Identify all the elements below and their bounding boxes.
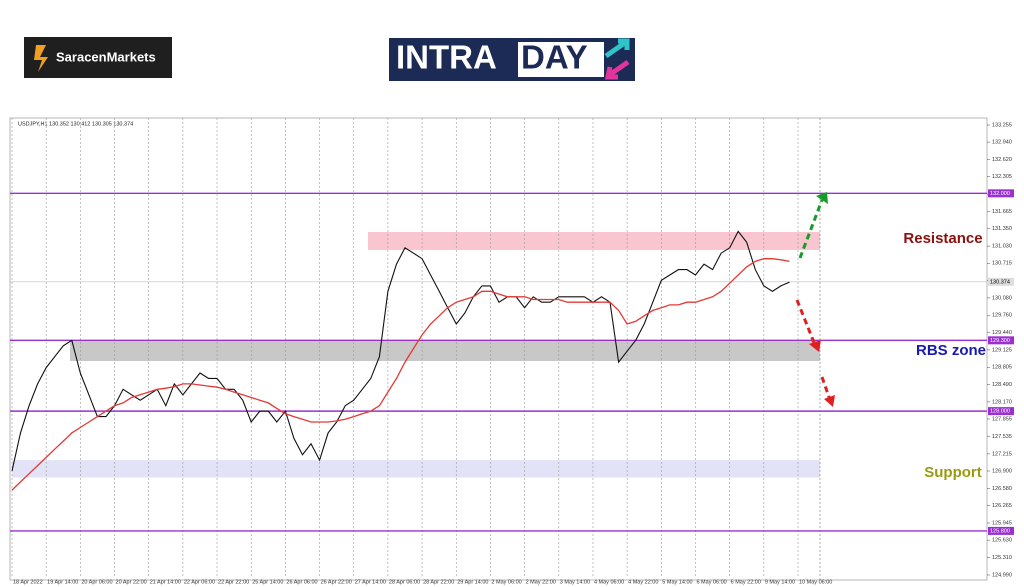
y-tick-label: 129.125 [992, 347, 1012, 353]
y-tick-label: 132.940 [992, 140, 1012, 146]
level-box [988, 189, 1014, 198]
y-tick-label: 127.855 [992, 416, 1012, 422]
y-tick-label: 125.310 [992, 555, 1012, 561]
chart: Resistance RBS zone Support 18 Apr 2022 19 A… [10, 118, 1014, 585]
level-box [988, 526, 1014, 535]
x-tick-label: 29 Apr 14:00 [457, 579, 488, 585]
price-label: 130.374 [990, 279, 1010, 285]
y-tick-label: 126.580 [992, 486, 1012, 492]
logo-box [518, 42, 604, 77]
y-tick-label: 132.620 [992, 157, 1012, 163]
brand-icon [34, 45, 48, 72]
level-label: 125.800 [990, 528, 1010, 534]
brand-name: SaracenMarkets [56, 49, 156, 64]
y-tick-label: 130.715 [992, 261, 1012, 267]
logo-arrow-up [604, 38, 630, 59]
x-tick-label: 2 May 22:00 [526, 579, 556, 585]
y-tick-label: 127.215 [992, 451, 1012, 457]
y-tick-label: 129.440 [992, 330, 1012, 336]
x-tick-label: 4 May 22:00 [628, 579, 658, 585]
zone [70, 340, 820, 362]
x-tick-label: 18 Apr 2022 [13, 579, 43, 585]
y-tick-label: 129.760 [992, 313, 1012, 319]
x-tick-label: 9 May 14:00 [765, 579, 795, 585]
zone-label: Resistance [903, 230, 982, 247]
arrow-down [820, 376, 832, 401]
level-label: 128.000 [990, 409, 1010, 415]
y-tick-label: 128.490 [992, 382, 1012, 388]
level-box [988, 336, 1014, 345]
plot-frame [9, 117, 988, 581]
y-tick-label: 124.990 [992, 572, 1012, 578]
x-tick-label: 3 May 14:00 [560, 579, 590, 585]
x-tick-label: 2 May 06:00 [491, 579, 521, 585]
zone-label: RBS zone [916, 342, 986, 359]
y-tick-label: 128.805 [992, 365, 1012, 371]
x-tick-label: 21 Apr 14:00 [150, 579, 181, 585]
y-tick-label: 133.255 [992, 122, 1012, 128]
arrow-head [809, 340, 821, 352]
zone [12, 460, 820, 478]
y-tick-label: 128.170 [992, 399, 1012, 405]
y-tick-label: 131.030 [992, 244, 1012, 250]
logo-right: DAY [521, 39, 588, 76]
x-tick-label: 6 May 06:00 [696, 579, 726, 585]
arrow-down [795, 299, 817, 346]
x-tick-label: 19 Apr 14:00 [47, 579, 78, 585]
y-tick-label: 130.080 [992, 295, 1012, 301]
arrow-up [798, 199, 824, 259]
x-tick-label: 10 May 06:00 [799, 579, 832, 585]
y-tick-label: 127.535 [992, 434, 1012, 440]
y-tick-label: 126.265 [992, 503, 1012, 509]
arrow-head [816, 192, 828, 204]
x-tick-label: 28 Apr 06:00 [389, 579, 420, 585]
level-label: 129.300 [990, 338, 1010, 344]
zone-label: Support [924, 464, 982, 481]
level-label: 132.000 [990, 191, 1010, 197]
x-tick-label: 20 Apr 06:00 [81, 579, 112, 585]
logo-left: INTRA [396, 39, 497, 76]
level-box [988, 407, 1014, 416]
series-line [11, 230, 790, 472]
x-tick-label: 20 Apr 22:00 [116, 579, 147, 585]
y-tick-label: 131.665 [992, 209, 1012, 215]
brand-logo [24, 37, 172, 78]
chart-header: USDJPY,H1 130.352 130.412 130.305 130.37… [18, 121, 133, 127]
x-tick-label: 27 Apr 14:00 [355, 579, 386, 585]
x-tick-label: 5 May 14:00 [662, 579, 692, 585]
price-box [988, 277, 1014, 286]
series-line [11, 258, 790, 491]
x-tick-label: 4 May 06:00 [594, 579, 624, 585]
y-tick-label: 131.350 [992, 226, 1012, 232]
x-tick-label: 22 Apr 06:00 [184, 579, 215, 585]
y-tick-label: 132.305 [992, 174, 1012, 180]
y-tick-label: 125.945 [992, 520, 1012, 526]
logo-arrow-down [604, 59, 630, 80]
y-tick-label: 125.630 [992, 538, 1012, 544]
zone [368, 231, 820, 250]
x-tick-label: 26 Apr 22:00 [321, 579, 352, 585]
x-tick-label: 25 Apr 14:00 [252, 579, 283, 585]
x-tick-label: 26 Apr 06:00 [286, 579, 317, 585]
x-tick-label: 28 Apr 22:00 [423, 579, 454, 585]
arrow-head [824, 395, 835, 407]
x-tick-label: 6 May 22:00 [731, 579, 761, 585]
x-tick-label: 22 Apr 22:00 [218, 579, 249, 585]
y-tick-label: 126.900 [992, 468, 1012, 474]
